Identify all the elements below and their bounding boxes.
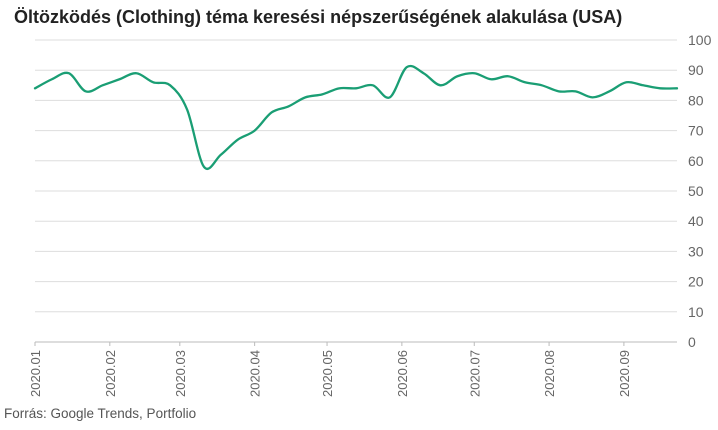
x-tick-label: 2020.04: [248, 350, 263, 397]
y-tick-label: 30: [688, 243, 704, 259]
data-point: [355, 87, 357, 89]
y-tick-label: 10: [688, 304, 704, 320]
data-point: [592, 96, 594, 98]
x-tick-label: 2020.01: [28, 350, 43, 397]
data-point: [558, 90, 560, 92]
y-tick-label: 40: [688, 213, 704, 229]
grid-lines: [35, 39, 677, 343]
data-point: [220, 154, 222, 156]
data-point: [338, 87, 340, 89]
source-note: Forrás: Google Trends, Portfolio: [4, 406, 197, 421]
y-tick-label: 80: [688, 92, 704, 108]
data-point: [237, 139, 239, 141]
series-layer: [33, 64, 679, 170]
data-point: [85, 90, 87, 92]
data-point: [608, 90, 610, 92]
y-tick-label: 50: [688, 183, 704, 199]
data-point: [676, 87, 678, 89]
chart-title: Öltözködés (Clothing) téma keresési néps…: [14, 7, 623, 27]
y-tick-label: 60: [688, 153, 704, 169]
y-tick-label: 0: [688, 334, 696, 350]
data-point: [524, 81, 526, 83]
data-point: [34, 87, 36, 89]
data-point: [254, 130, 256, 132]
series-line: [33, 64, 679, 170]
data-point: [625, 81, 627, 83]
data-point: [507, 75, 509, 77]
data-point: [473, 72, 475, 74]
data-point: [304, 96, 306, 98]
data-point: [456, 75, 458, 77]
data-point: [152, 81, 154, 83]
x-tick-label: 2020.09: [617, 350, 632, 397]
data-point: [490, 78, 492, 80]
data-point: [372, 84, 374, 86]
data-point: [186, 108, 188, 110]
x-tick-label: 2020.06: [395, 350, 410, 397]
data-point: [51, 78, 53, 80]
x-tick-label: 2020.07: [467, 350, 482, 397]
data-point: [439, 84, 441, 86]
y-tick-label: 100: [688, 32, 712, 48]
data-point: [321, 93, 323, 95]
y-tick-label: 90: [688, 62, 704, 78]
data-point: [541, 84, 543, 86]
data-point: [68, 72, 70, 74]
y-tick-label: 70: [688, 123, 704, 139]
data-point: [102, 84, 104, 86]
data-point: [169, 84, 171, 86]
data-point: [271, 111, 273, 113]
data-point: [287, 105, 289, 107]
data-point: [659, 87, 661, 89]
y-axis-ticks: 0 10 20 30 40 50 60 70 80 90 100: [688, 32, 712, 350]
data-point: [389, 96, 391, 98]
x-tick-label: 2020.03: [173, 350, 188, 397]
x-axis-ticks: 2020.01 2020.02 2020.03 2020.04 2020.05 2020.…: [28, 342, 632, 397]
x-tick-label: 2020.02: [103, 350, 118, 397]
data-point: [423, 72, 425, 74]
x-tick-label: 2020.08: [542, 350, 557, 397]
data-point: [406, 66, 408, 68]
data-point: [575, 90, 577, 92]
data-point: [642, 84, 644, 86]
x-tick-label: 2020.05: [320, 350, 335, 397]
data-point: [203, 166, 205, 168]
data-point: [118, 78, 120, 80]
data-point: [135, 72, 137, 74]
y-tick-label: 20: [688, 274, 704, 290]
